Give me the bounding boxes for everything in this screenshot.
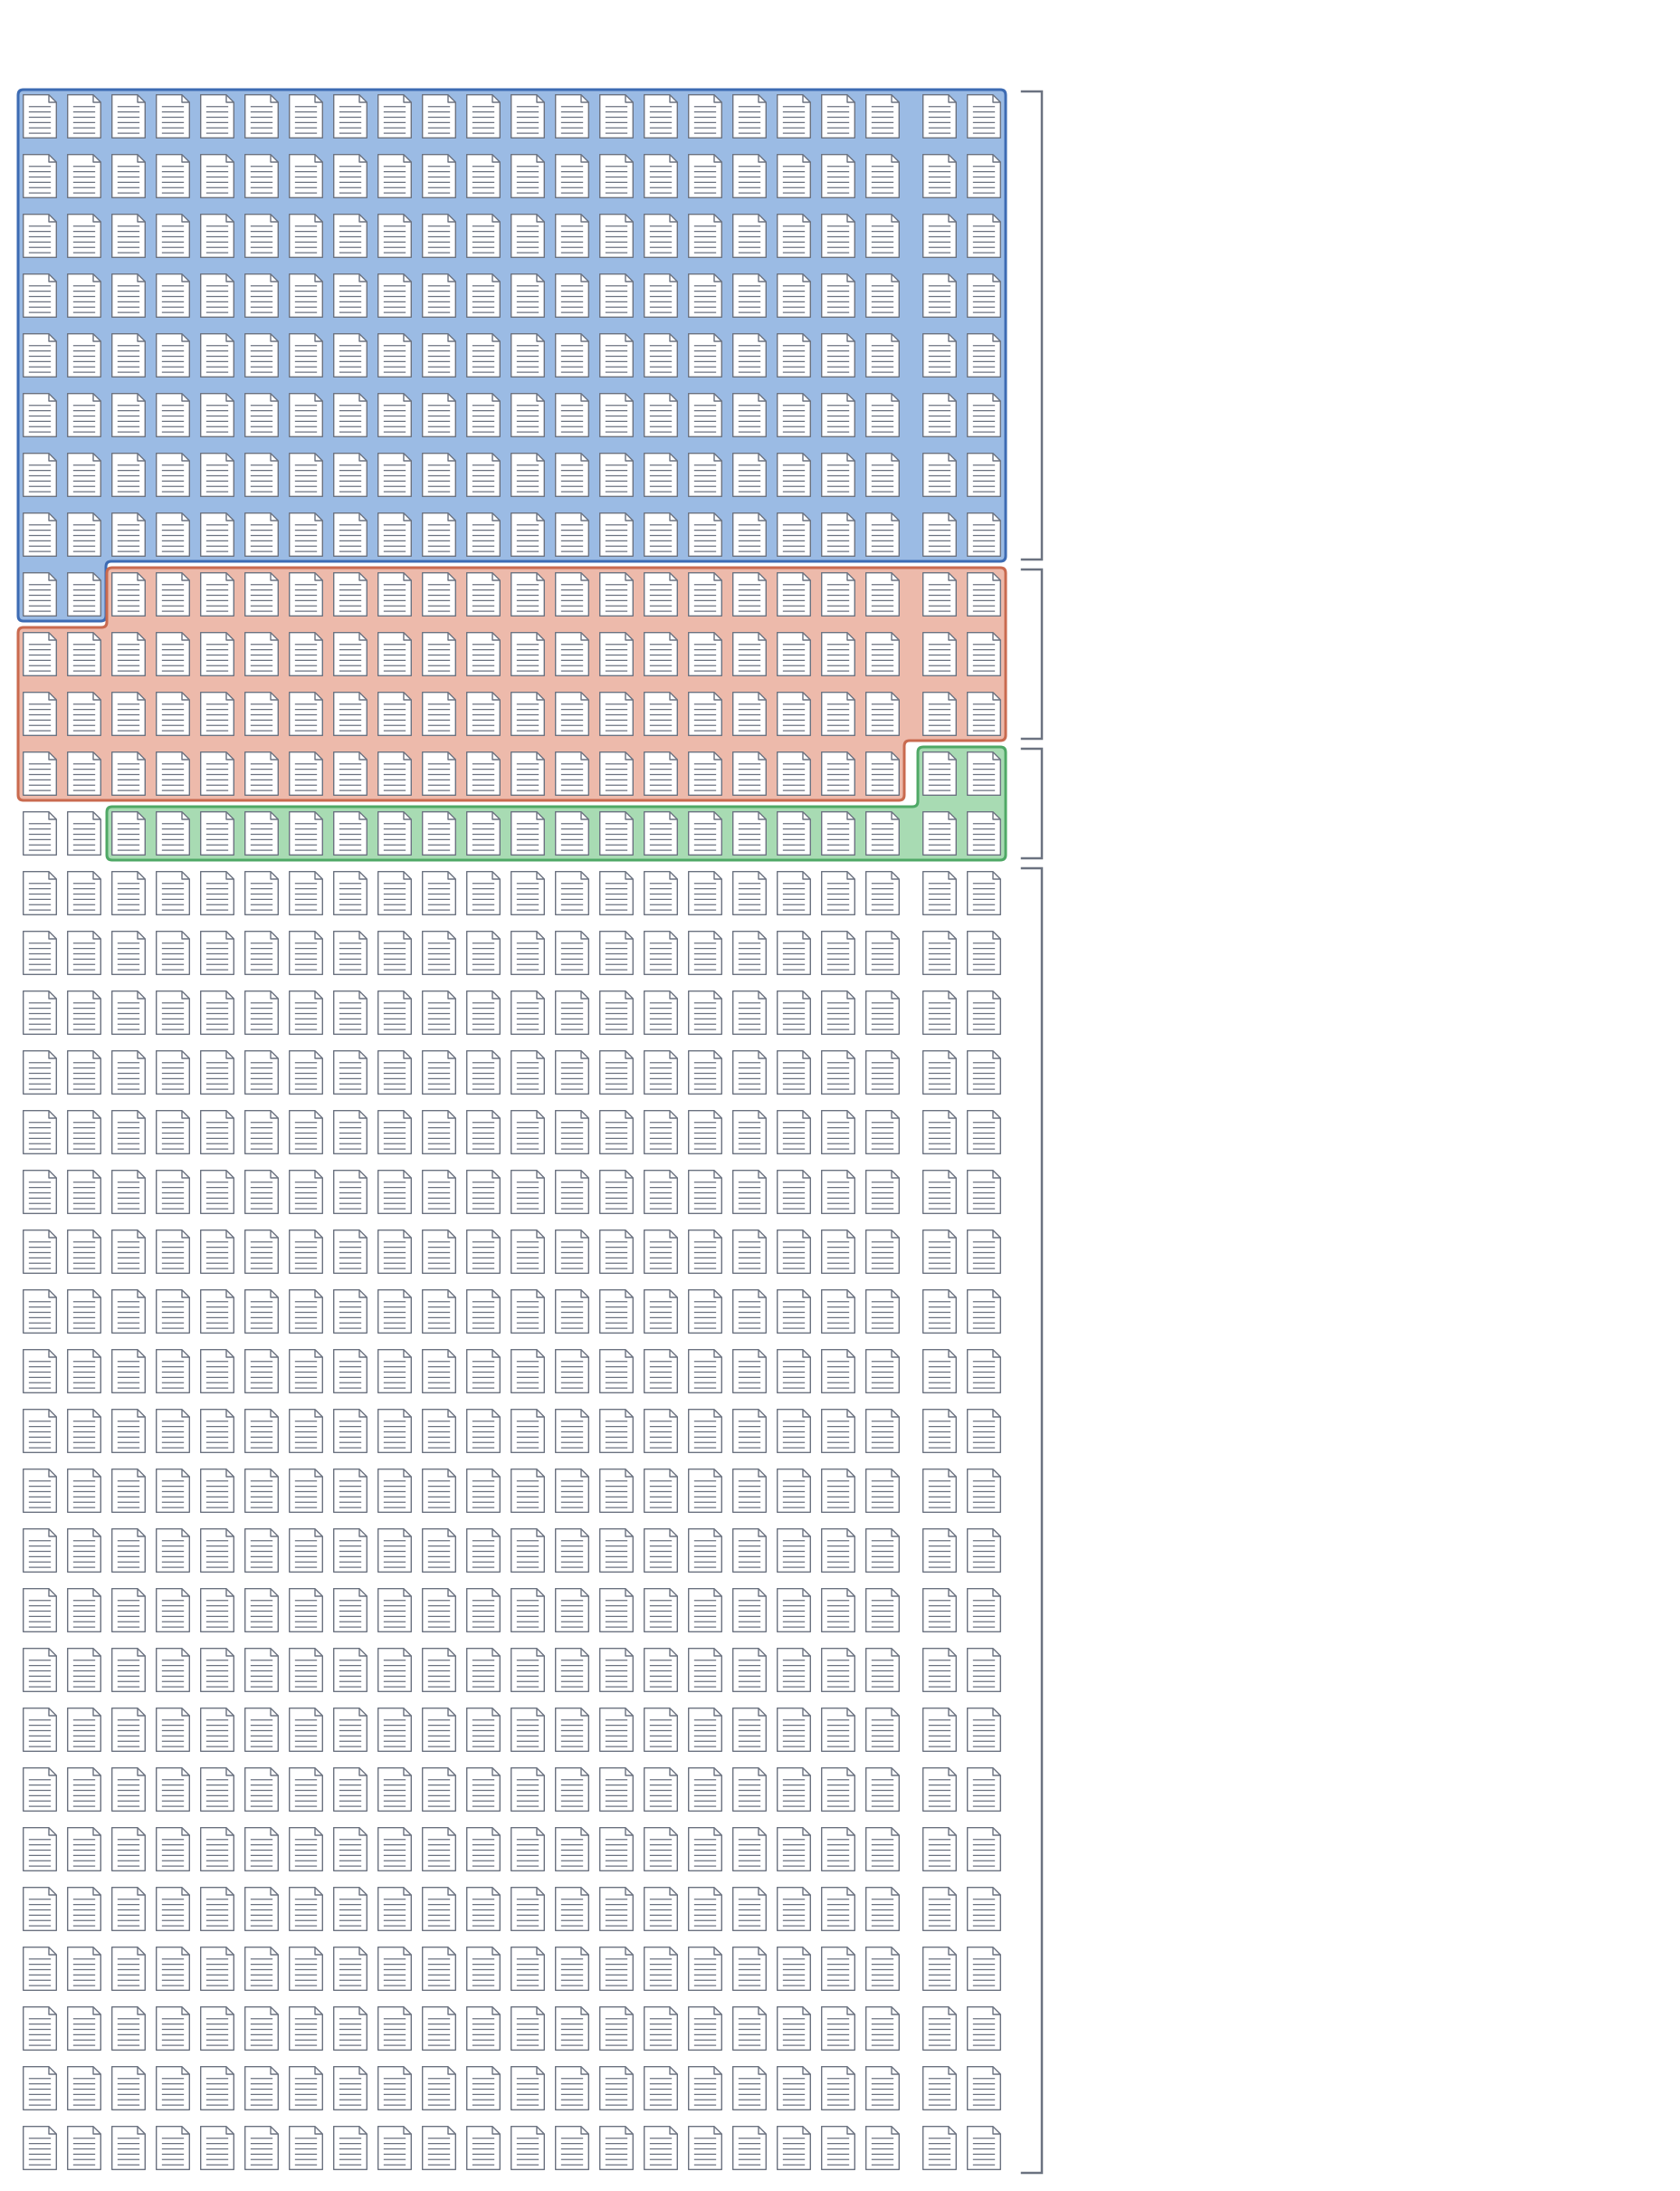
bracket-gray <box>1022 868 1042 2173</box>
diagram-stage <box>0 0 1680 2191</box>
bracket-blue <box>1022 91 1042 560</box>
brackets-layer <box>0 0 1680 2191</box>
bracket-green <box>1022 749 1042 858</box>
bracket-red <box>1022 569 1042 739</box>
